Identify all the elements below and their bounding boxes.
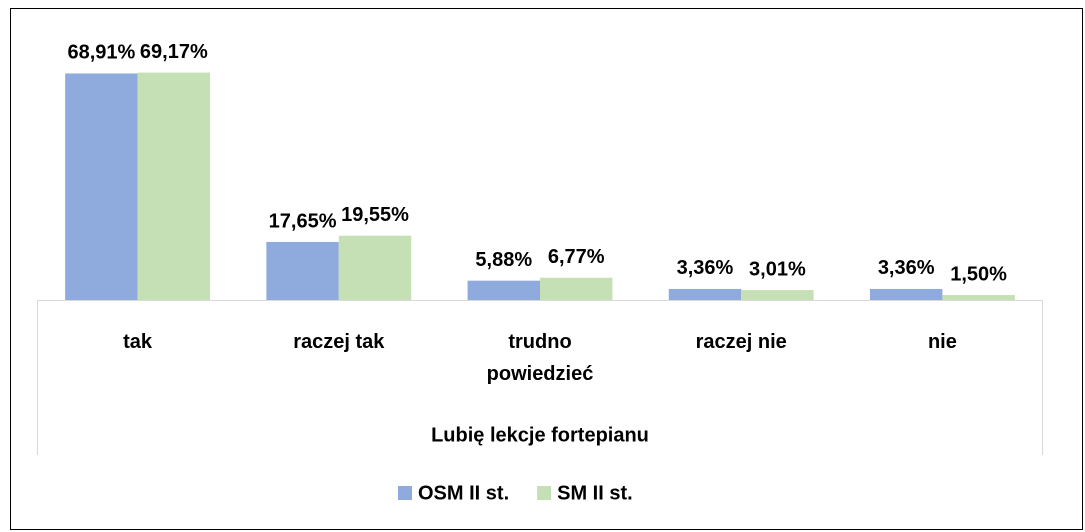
data-label: 19,55% [341,204,409,226]
legend-swatch [537,486,552,500]
bar [741,290,814,300]
bar [266,241,339,300]
x-tick-label: raczej nie [695,331,787,353]
bar [338,235,412,300]
bar [65,73,138,300]
data-label: 1,50% [950,263,1007,285]
data-label: 68,91% [67,42,135,64]
x-tick-label: raczej tak [293,331,385,353]
x-axis-title: Lubię lekcje fortepianu [431,424,649,446]
x-tick-label: trudno powiedzieć [486,331,594,385]
bar [467,280,540,300]
bar [137,72,211,300]
data-label: 5,88% [475,249,532,271]
data-label: 17,65% [269,210,337,232]
data-label: 6,77% [548,246,605,268]
bar [869,288,943,300]
chart-border [10,8,1083,530]
bar [942,295,1015,300]
data-label: 3,01% [749,258,806,280]
x-tick-label: tak [123,331,153,353]
data-label: 3,36% [878,257,935,279]
legend-label: OSM II st. [418,482,509,504]
legend-label: SM II st. [557,482,633,504]
data-label: 69,17% [140,41,208,63]
x-tick-label: nie [927,331,957,353]
bar [668,288,742,300]
legend-swatch [398,486,412,500]
data-label: 3,36% [677,257,734,279]
bar [540,277,613,300]
